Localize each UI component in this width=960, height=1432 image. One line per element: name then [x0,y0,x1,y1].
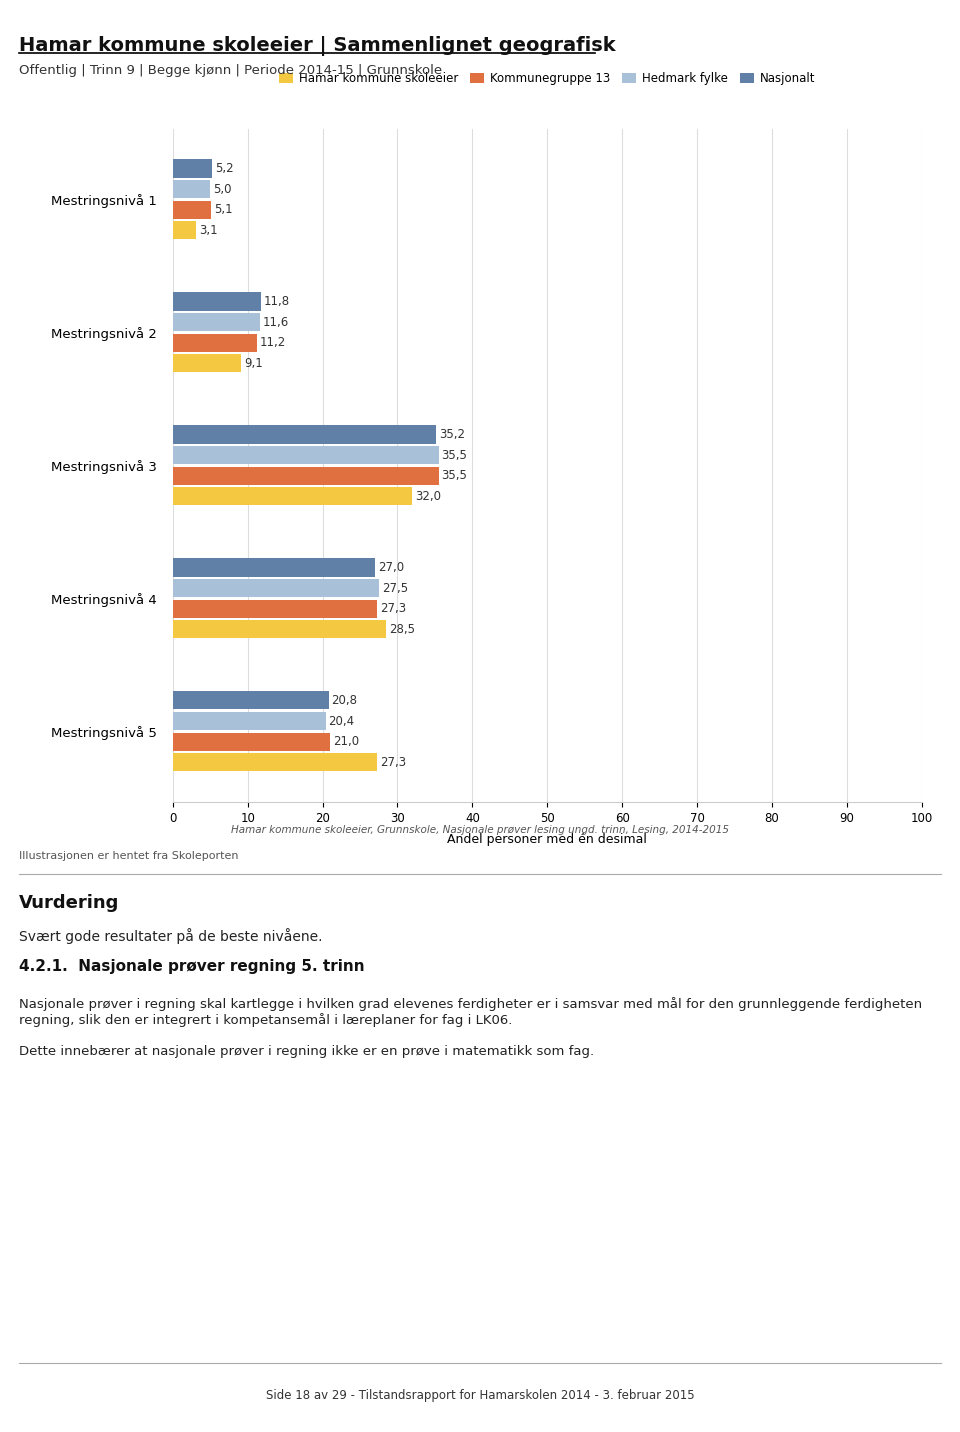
Text: Hamar kommune skoleeier | Sammenlignet geografisk: Hamar kommune skoleeier | Sammenlignet g… [19,36,615,56]
Text: Svært gode resultater på de beste nivåene.: Svært gode resultater på de beste nivåen… [19,928,323,944]
Bar [173,354,241,372]
Text: 35,5: 35,5 [442,470,468,483]
Text: 11,8: 11,8 [264,295,290,308]
Bar [173,733,330,750]
Bar [173,600,377,617]
Text: 11,2: 11,2 [259,337,286,349]
Text: Vurdering: Vurdering [19,894,120,912]
Bar [173,425,437,444]
Text: 28,5: 28,5 [389,623,416,636]
Bar [173,579,378,597]
Text: 3,1: 3,1 [199,223,218,236]
Bar [173,712,325,730]
Bar [173,620,386,639]
Bar [173,692,328,709]
Text: 5,0: 5,0 [213,183,231,196]
Text: Side 18 av 29 - Tilstandsrapport for Hamarskolen 2014 - 3. februar 2015: Side 18 av 29 - Tilstandsrapport for Ham… [266,1389,694,1402]
Text: 27,0: 27,0 [378,561,404,574]
Text: 5,1: 5,1 [214,203,232,216]
Bar [173,200,211,219]
Text: 9,1: 9,1 [244,357,263,369]
Text: Dette innebærer at nasjonale prøver i regning ikke er en prøve i matematikk som : Dette innebærer at nasjonale prøver i re… [19,1045,594,1058]
Text: Illustrasjonen er hentet fra Skoleporten: Illustrasjonen er hentet fra Skoleporten [19,851,239,861]
Text: 27,3: 27,3 [380,756,406,769]
Bar [173,445,439,464]
Bar [173,222,196,239]
Text: 20,8: 20,8 [331,695,357,707]
Text: 32,0: 32,0 [416,490,442,503]
Text: Offentlig | Trinn 9 | Begge kjønn | Periode 2014-15 | Grunnskole: Offentlig | Trinn 9 | Begge kjønn | Peri… [19,64,443,77]
Text: 27,5: 27,5 [382,581,408,594]
Text: 21,0: 21,0 [333,735,359,748]
Text: 27,3: 27,3 [380,603,406,616]
Bar [173,487,413,505]
Bar [173,292,261,311]
Bar [173,558,375,577]
Text: Nasjonale prøver i regning skal kartlegge i hvilken grad elevenes ferdigheter er: Nasjonale prøver i regning skal kartlegg… [19,997,923,1027]
Text: 20,4: 20,4 [328,715,354,727]
Bar [173,753,377,772]
Text: 35,2: 35,2 [440,428,466,441]
Bar [173,314,259,331]
Text: 5,2: 5,2 [215,162,233,175]
Bar [173,159,212,178]
Text: Hamar kommune skoleeier, Grunnskole, Nasjonale prøver lesing ungd. trinn, Lesing: Hamar kommune skoleeier, Grunnskole, Nas… [231,825,729,835]
Legend: Hamar kommune skoleeier, Kommunegruppe 13, Hedmark fylke, Nasjonalt: Hamar kommune skoleeier, Kommunegruppe 1… [275,67,820,90]
X-axis label: Andel personer med én desimal: Andel personer med én desimal [447,833,647,846]
Bar [173,180,210,198]
Bar [173,467,439,485]
Text: 4.2.1.  Nasjonale prøver regning 5. trinn: 4.2.1. Nasjonale prøver regning 5. trinn [19,959,365,974]
Bar [173,334,256,352]
Text: 11,6: 11,6 [263,315,289,328]
Text: 35,5: 35,5 [442,448,468,461]
